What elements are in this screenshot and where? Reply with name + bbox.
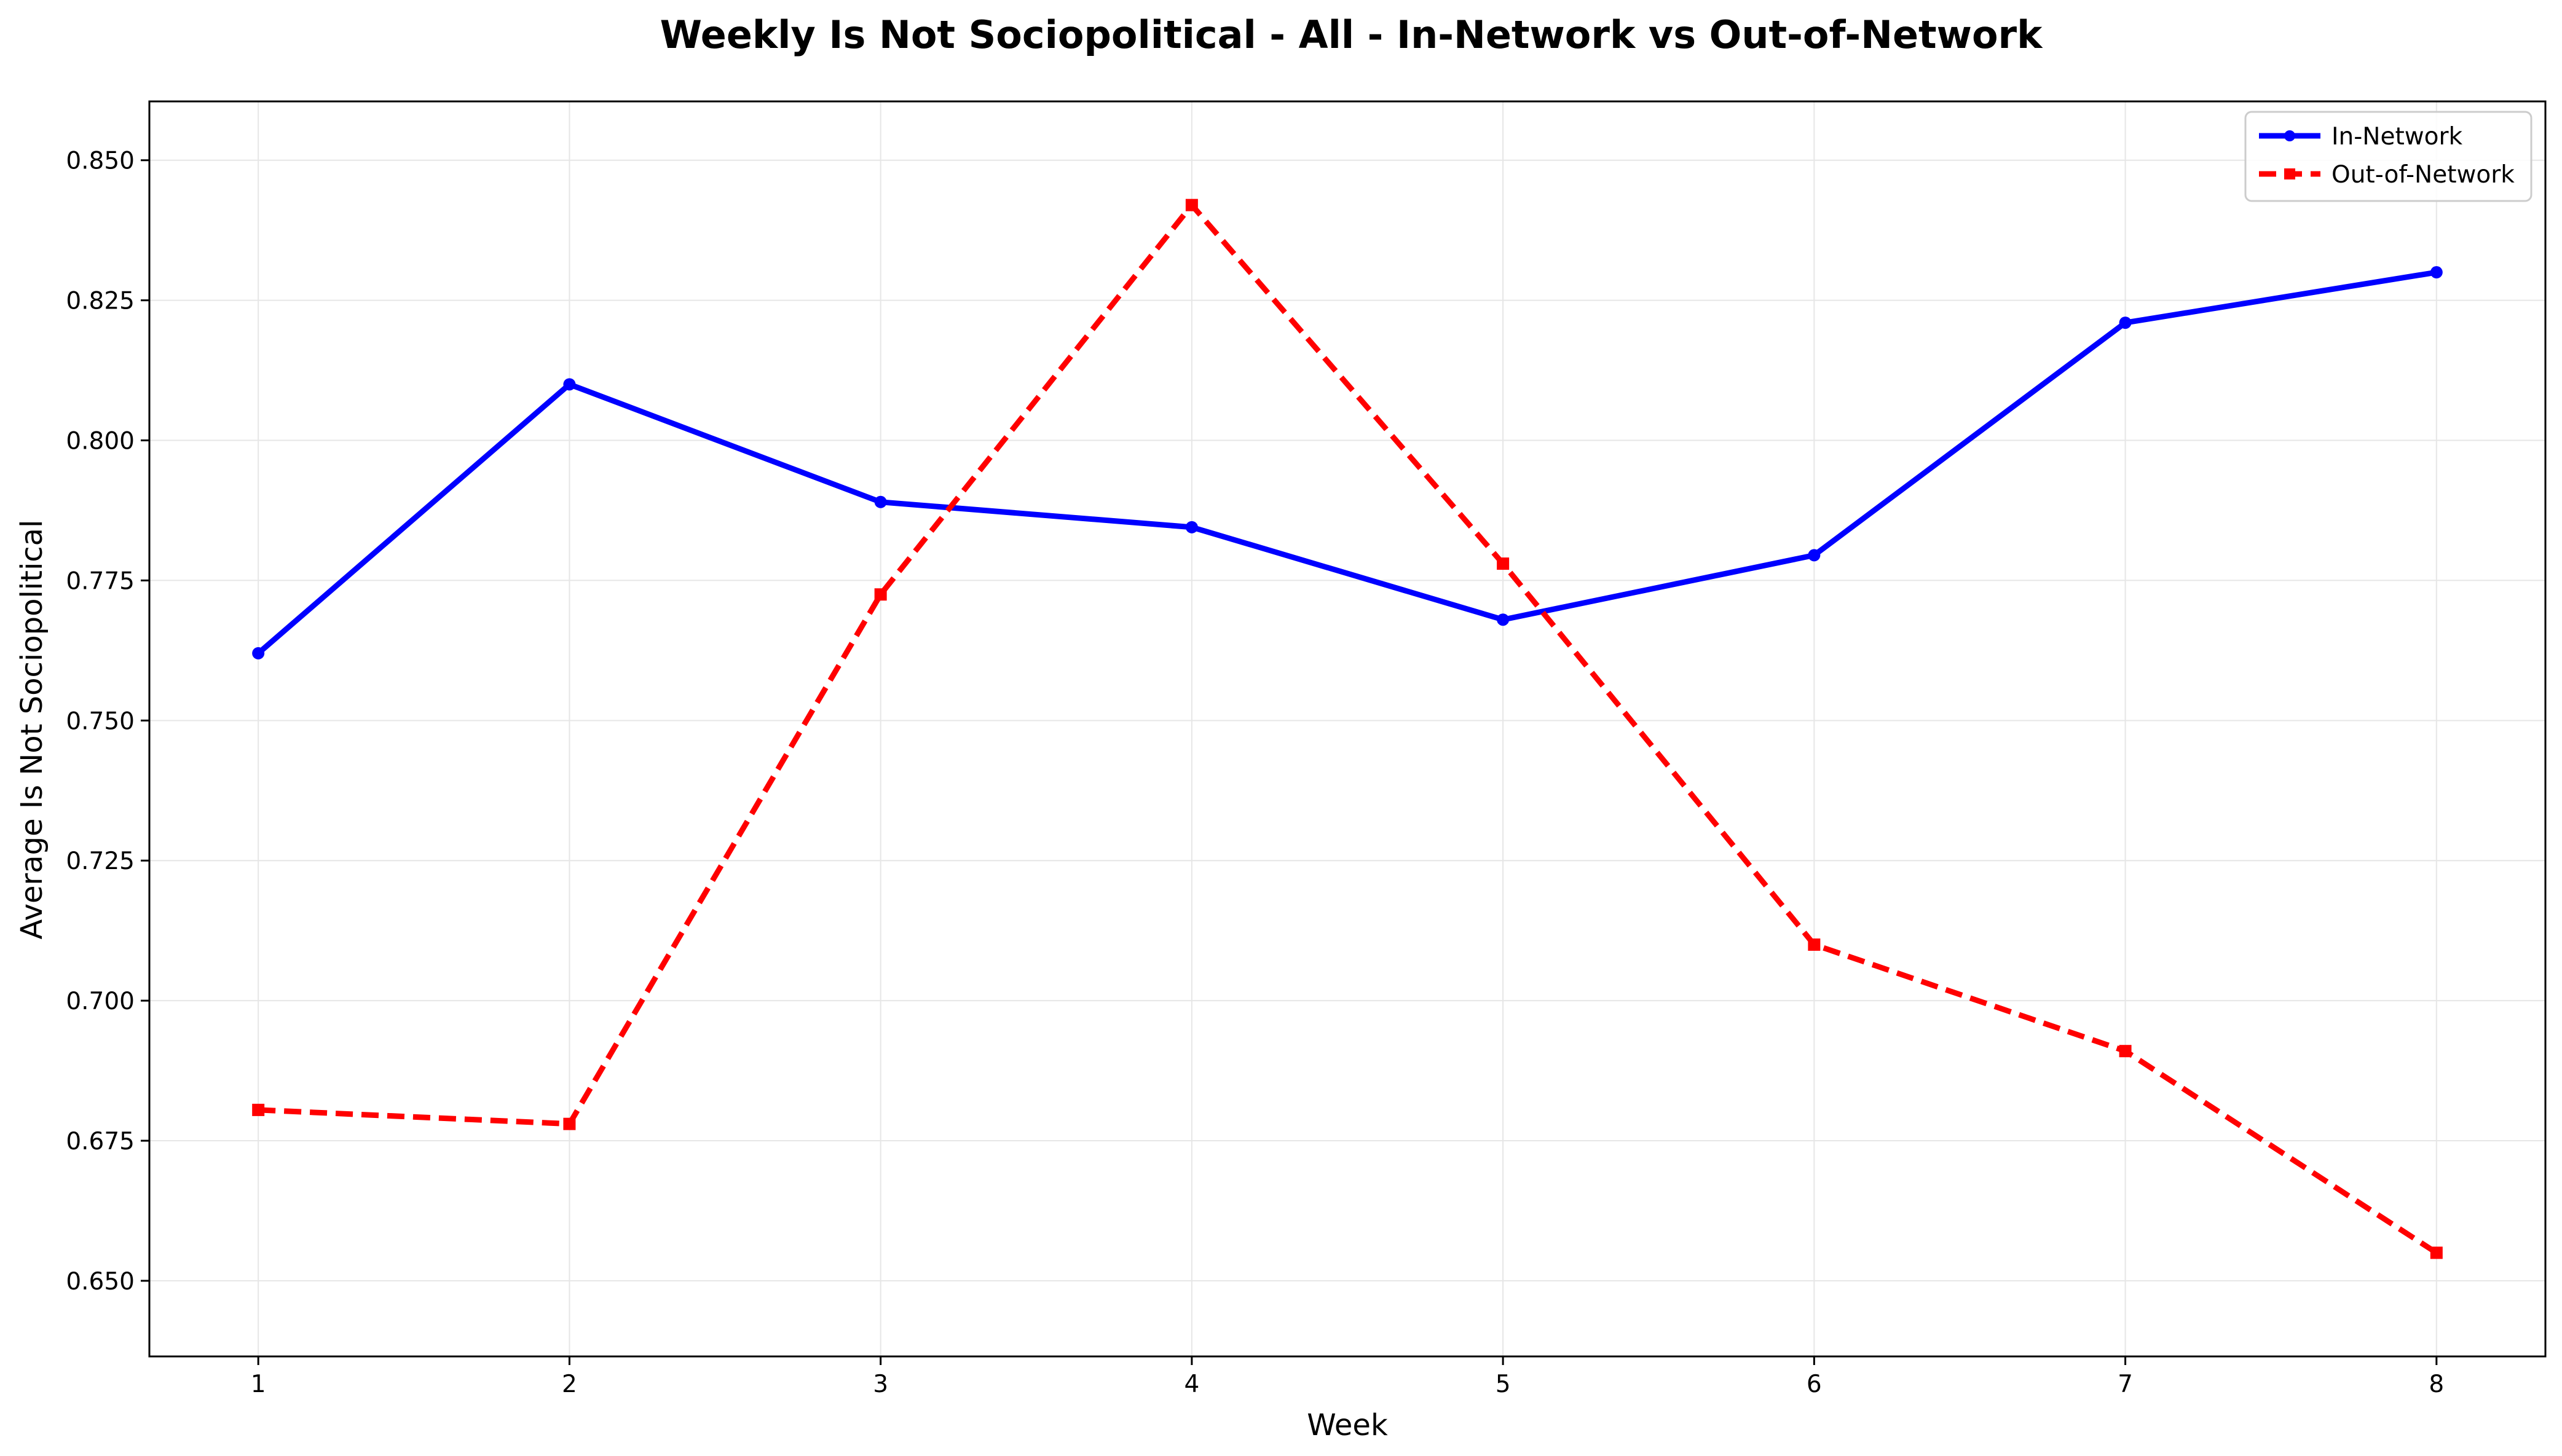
data-point-in-network [874, 495, 887, 508]
x-tick-label: 2 [562, 1371, 577, 1398]
y-tick-label: 0.800 [66, 428, 135, 455]
y-tick-label: 0.750 [66, 707, 135, 735]
x-tick-label: 1 [251, 1371, 266, 1398]
data-point-out-of-network [252, 1103, 265, 1116]
x-tick-label: 3 [873, 1371, 888, 1398]
plot-frame [148, 100, 2547, 1358]
data-point-out-of-network [563, 1117, 576, 1130]
legend-marker-out-of-network [2284, 168, 2295, 179]
x-tick-label: 5 [1496, 1371, 1511, 1398]
legend-marker-in-network [2284, 130, 2295, 141]
legend: In-Network Out-of-Network [2244, 111, 2532, 202]
data-point-in-network [2430, 266, 2443, 279]
data-point-in-network [2119, 317, 2132, 329]
legend-label-in-network: In-Network [2331, 123, 2463, 151]
x-tick-label: 6 [1807, 1371, 1822, 1398]
series-line-out-of-network [258, 202, 2438, 1256]
data-point-out-of-network [2119, 1045, 2132, 1058]
series-line-in-network [256, 269, 2437, 656]
data-point-in-network [563, 378, 576, 391]
y-axis-label: Average Is Not Sociopolitical [15, 520, 49, 940]
data-point-out-of-network [1497, 557, 1510, 570]
series-out-of-network [252, 199, 2443, 1259]
y-axis: 0.650 0.675 0.700 0.725 0.750 0.775 0.800 0.825… [66, 148, 149, 1296]
y-tick-label: 0.650 [66, 1268, 135, 1296]
data-point-out-of-network [874, 588, 887, 601]
y-tick-label: 0.850 [66, 148, 135, 175]
x-tick-label: 7 [2118, 1371, 2133, 1398]
data-point-out-of-network [1185, 199, 1198, 211]
series-in-network [252, 266, 2443, 659]
data-point-out-of-network [1808, 938, 1821, 951]
y-tick-label: 0.725 [66, 848, 135, 875]
y-tick-label: 0.675 [66, 1128, 135, 1155]
data-point-in-network [1185, 521, 1198, 533]
data-point-in-network [1808, 549, 1821, 562]
y-tick-label: 0.825 [66, 288, 135, 315]
data-point-in-network [252, 647, 265, 659]
series-layer [252, 199, 2443, 1259]
data-point-out-of-network [2430, 1246, 2443, 1259]
y-tick-label: 0.775 [66, 567, 135, 595]
chart-title: Weekly Is Not Sociopolitical - All - In-… [660, 12, 2044, 57]
grid-lines [149, 101, 2545, 1356]
x-axis: 1 2 3 4 5 6 7 8 [251, 1356, 2444, 1398]
x-axis-label: Week [1307, 1408, 1388, 1442]
y-tick-label: 0.700 [66, 988, 135, 1015]
legend-label-out-of-network: Out-of-Network [2331, 161, 2515, 189]
x-tick-label: 4 [1184, 1371, 1199, 1398]
x-tick-label: 8 [2429, 1371, 2444, 1398]
data-point-in-network [1497, 613, 1510, 626]
